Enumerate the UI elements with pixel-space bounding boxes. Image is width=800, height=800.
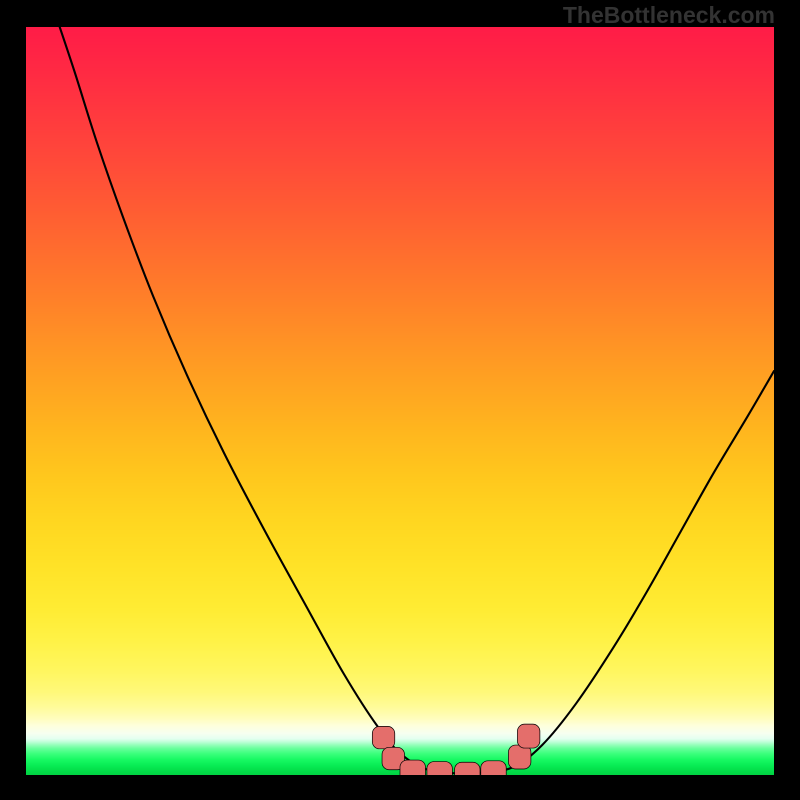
watermark-text: TheBottleneck.com (563, 2, 775, 29)
marker-6 (508, 745, 530, 769)
marker-4 (455, 762, 480, 775)
marker-2 (400, 760, 425, 775)
stage: TheBottleneck.com (0, 0, 800, 800)
marker-3 (427, 762, 452, 775)
marker-layer (26, 27, 774, 775)
marker-5 (481, 761, 506, 775)
marker-0 (372, 726, 394, 748)
marker-7 (517, 724, 539, 748)
plot-area (26, 27, 774, 775)
